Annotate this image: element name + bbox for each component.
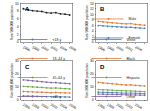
svg-text:2002: 2002	[50, 45, 59, 52]
svg-text:6: 6	[17, 17, 19, 21]
svg-text:2000: 2000	[40, 45, 49, 52]
svg-text:Black: Black	[127, 57, 136, 61]
svg-text:0: 0	[92, 98, 94, 102]
svg-text:Other: Other	[127, 95, 137, 99]
svg-text:45–64 y: 45–64 y	[53, 76, 66, 80]
svg-text:2004: 2004	[134, 45, 143, 52]
svg-text:Rate/100,000 population: Rate/100,000 population	[85, 5, 89, 40]
svg-text:8: 8	[17, 9, 19, 13]
svg-text:1998: 1998	[106, 103, 115, 110]
svg-text:30: 30	[15, 59, 19, 63]
svg-text:14: 14	[90, 2, 94, 6]
svg-text:White: White	[127, 38, 136, 42]
svg-text:20: 20	[15, 72, 19, 76]
svg-text:1996: 1996	[97, 45, 106, 52]
svg-text:2004: 2004	[59, 103, 68, 110]
svg-text:2002: 2002	[125, 103, 134, 110]
svg-text:4: 4	[17, 25, 19, 29]
svg-text:10: 10	[90, 13, 94, 17]
svg-text:1998: 1998	[31, 103, 40, 110]
svg-text:2004: 2004	[59, 45, 68, 52]
svg-text:10: 10	[90, 85, 94, 89]
svg-text:1996: 1996	[22, 103, 31, 110]
svg-text:B: B	[100, 6, 105, 12]
svg-text:2000: 2000	[40, 103, 49, 110]
svg-text:0: 0	[17, 40, 19, 44]
svg-text:2: 2	[17, 33, 19, 37]
svg-text:20: 20	[90, 72, 94, 76]
svg-text:Rate/100,000 population: Rate/100,000 population	[85, 63, 89, 98]
svg-text:0: 0	[17, 98, 19, 102]
svg-text:2000: 2000	[115, 45, 124, 52]
svg-text:Hispanic: Hispanic	[127, 76, 141, 80]
svg-text:1996: 1996	[97, 103, 106, 110]
svg-text:1998: 1998	[31, 45, 40, 52]
svg-text:18–44 y: 18–44 y	[53, 57, 66, 61]
svg-text:10: 10	[15, 2, 19, 6]
svg-text:2006: 2006	[68, 45, 77, 52]
svg-text:10: 10	[15, 85, 19, 89]
svg-text:C: C	[25, 64, 30, 70]
svg-text:2: 2	[91, 34, 94, 39]
svg-text:2002: 2002	[125, 45, 134, 52]
svg-text:2006: 2006	[68, 103, 77, 110]
svg-text:30: 30	[90, 59, 94, 63]
svg-text:Rate/100,000 population: Rate/100,000 population	[10, 5, 14, 40]
svg-text:4: 4	[92, 29, 94, 33]
svg-text:Male: Male	[129, 17, 137, 21]
svg-text:2000: 2000	[115, 103, 124, 110]
svg-text:D: D	[100, 64, 105, 70]
svg-text:2002: 2002	[50, 103, 59, 110]
svg-text:≥65 y: ≥65 y	[53, 95, 62, 99]
svg-text:8: 8	[91, 18, 94, 23]
svg-text:<18 y: <18 y	[53, 38, 62, 42]
svg-text:A: A	[25, 6, 30, 12]
svg-text:2004: 2004	[134, 103, 143, 110]
svg-text:1998: 1998	[106, 45, 115, 52]
svg-text:12: 12	[90, 7, 94, 11]
svg-text:6: 6	[92, 24, 94, 28]
svg-text:Rate/100,000 population: Rate/100,000 population	[10, 63, 14, 98]
svg-text:0: 0	[92, 40, 94, 44]
svg-text:1996: 1996	[22, 45, 31, 52]
